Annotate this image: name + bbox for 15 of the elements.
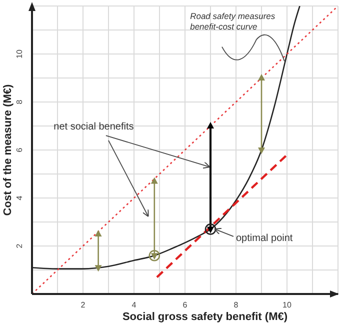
y-tick-label: 8 bbox=[15, 99, 24, 104]
y-tick-label: 6 bbox=[15, 147, 24, 152]
annotation: optimal point bbox=[236, 233, 293, 244]
x-tick-label: 4 bbox=[132, 300, 137, 310]
x-tick-label: 2 bbox=[80, 300, 86, 310]
y-tick-label: 10 bbox=[15, 49, 24, 58]
x-tick-label: 6 bbox=[182, 300, 188, 310]
annotation: Road safety measures benefit-cost curve bbox=[190, 11, 276, 32]
x-tick-label: 8 bbox=[234, 300, 239, 310]
x-tick-label: 10 bbox=[282, 300, 292, 310]
y-tick-label: 2 bbox=[15, 243, 24, 248]
annotation: net social benefits bbox=[54, 122, 134, 133]
x-axis-title: Social gross safety benefit (M€) bbox=[122, 311, 288, 323]
y-axis-title: Cost of the measure (M€) bbox=[2, 84, 14, 216]
y-tick-label: 4 bbox=[15, 195, 24, 200]
